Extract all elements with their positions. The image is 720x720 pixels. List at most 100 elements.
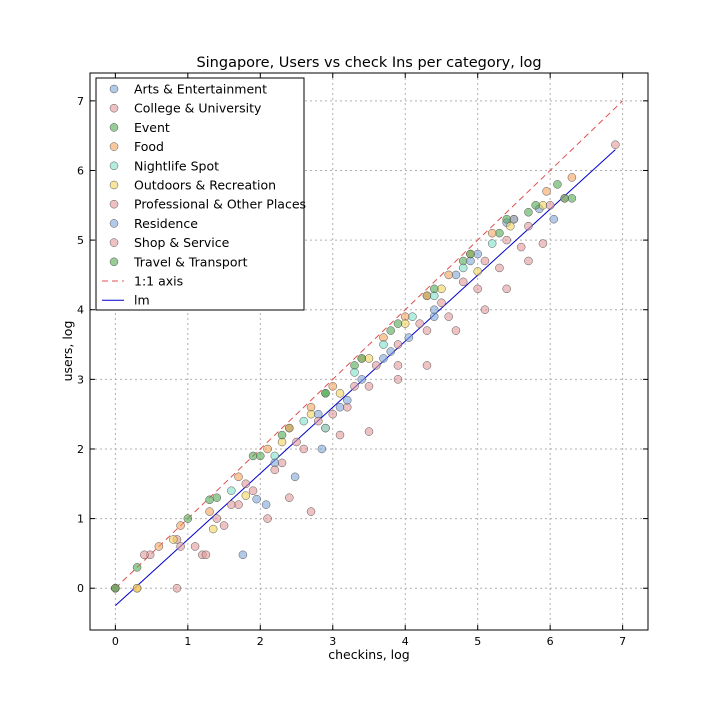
- scatter-point: [524, 208, 533, 217]
- scatter-point: [317, 444, 327, 454]
- scatter-point: [408, 312, 417, 321]
- scatter-point: [234, 500, 243, 509]
- scatter-point: [140, 550, 149, 560]
- legend-label: College & University: [134, 101, 262, 116]
- scatter-point: [248, 451, 258, 461]
- chart-title: Singapore, Users vs check Ins per catego…: [196, 55, 541, 71]
- scatter-point: [314, 416, 323, 426]
- scatter-point: [154, 542, 164, 551]
- legend-marker: [109, 161, 119, 171]
- scatter-point: [212, 493, 222, 502]
- scatter-point: [451, 270, 461, 280]
- scatter-point: [502, 235, 511, 245]
- plot-frame: [89, 72, 649, 631]
- scatter-point: [444, 312, 453, 321]
- scatter-point: [357, 354, 367, 363]
- scatter-point: [292, 437, 301, 447]
- one-to-one-line: [115, 100, 623, 589]
- scatter-point: [524, 256, 533, 266]
- scatter-point: [190, 542, 200, 551]
- legend-marker: [109, 238, 119, 247]
- scatter-point: [437, 284, 446, 294]
- legend-label: Arts & Entertainment: [134, 82, 267, 97]
- scatter-point: [299, 444, 309, 454]
- scatter-point: [172, 583, 182, 593]
- scatter-point: [480, 256, 490, 266]
- scatter-point: [400, 319, 410, 328]
- scatter-point: [538, 239, 548, 248]
- scatter-point: [379, 340, 388, 349]
- scatter-point: [487, 239, 497, 248]
- scatter-point: [379, 354, 388, 363]
- scatter-point: [502, 214, 511, 224]
- scatter-point: [567, 173, 577, 182]
- scatter-point: [205, 495, 214, 505]
- y-tick-label: 0: [77, 582, 84, 595]
- scatter-point: [227, 500, 236, 509]
- scatter-point: [516, 242, 526, 252]
- scatter-point: [299, 416, 309, 426]
- scatter-point: [234, 472, 243, 482]
- scatter-point: [466, 249, 475, 259]
- legend-marker: [109, 219, 119, 228]
- y-tick-label: 3: [77, 373, 84, 386]
- legend-label: Food: [134, 139, 164, 154]
- scatter-point: [531, 201, 540, 210]
- scatter-point: [350, 368, 359, 377]
- scatter-point: [132, 583, 142, 593]
- scatter-point: [458, 277, 468, 287]
- scatter-point: [444, 270, 453, 280]
- scatter-point: [415, 319, 424, 328]
- scatter-point: [321, 423, 330, 433]
- x-tick-label: 5: [474, 635, 481, 648]
- scatter-point: [252, 494, 261, 504]
- legend-label: 1:1 axis: [134, 274, 183, 289]
- y-tick-label: 4: [77, 304, 84, 317]
- scatter-point: [248, 486, 258, 495]
- scatter-point: [538, 201, 548, 210]
- scatter-point: [524, 221, 533, 231]
- x-tick-label: 0: [112, 635, 119, 648]
- legend-marker: [109, 103, 119, 113]
- scatter-point: [328, 409, 338, 419]
- scatter-point: [404, 333, 414, 342]
- scatter-point: [321, 389, 330, 398]
- scatter-point: [335, 402, 345, 412]
- scatter-point: [270, 465, 280, 475]
- legend-label: Outdoors & Recreation: [134, 178, 276, 193]
- legend-label: Residence: [134, 216, 198, 231]
- scatter-point: [227, 486, 236, 495]
- scatter-point: [238, 550, 248, 560]
- legend-marker: [109, 123, 119, 132]
- scatter-point: [502, 284, 511, 294]
- scatter-point: [422, 291, 432, 301]
- scatter-point: [263, 514, 272, 523]
- scatter-point: [451, 326, 461, 335]
- scatter-point: [495, 263, 504, 273]
- axis-ticks: 0 1 2 3 4 5 6 7 0 1 2 3 4 5 6 7: [77, 73, 648, 648]
- scatter-point: [560, 194, 569, 203]
- y-tick-label: 5: [77, 234, 84, 247]
- scatter-point: [306, 507, 316, 516]
- legend: Arts & Entertainment College & University…: [95, 77, 306, 311]
- scatter-point: [542, 187, 551, 196]
- y-tick-label: 2: [77, 443, 84, 456]
- legend-marker: [109, 180, 119, 190]
- scatter-point: [545, 201, 555, 210]
- scatter-point: [386, 326, 395, 335]
- legend-label: Event: [134, 120, 170, 135]
- x-tick-label: 1: [184, 635, 191, 648]
- scatter-point: [350, 382, 359, 391]
- legend-label: Professional & Other Places: [134, 197, 306, 212]
- scatter-point: [506, 221, 515, 231]
- scatter-point: [176, 521, 185, 530]
- scatter-point: [290, 472, 300, 482]
- x-tick-label: 6: [547, 635, 554, 648]
- x-axis-label: checkins, log: [328, 647, 410, 662]
- legend-label: lm: [134, 293, 150, 308]
- scatter-point: [261, 500, 271, 509]
- scatter-point: [509, 214, 519, 224]
- scatter-point: [480, 305, 490, 314]
- scatter-point: [364, 427, 374, 436]
